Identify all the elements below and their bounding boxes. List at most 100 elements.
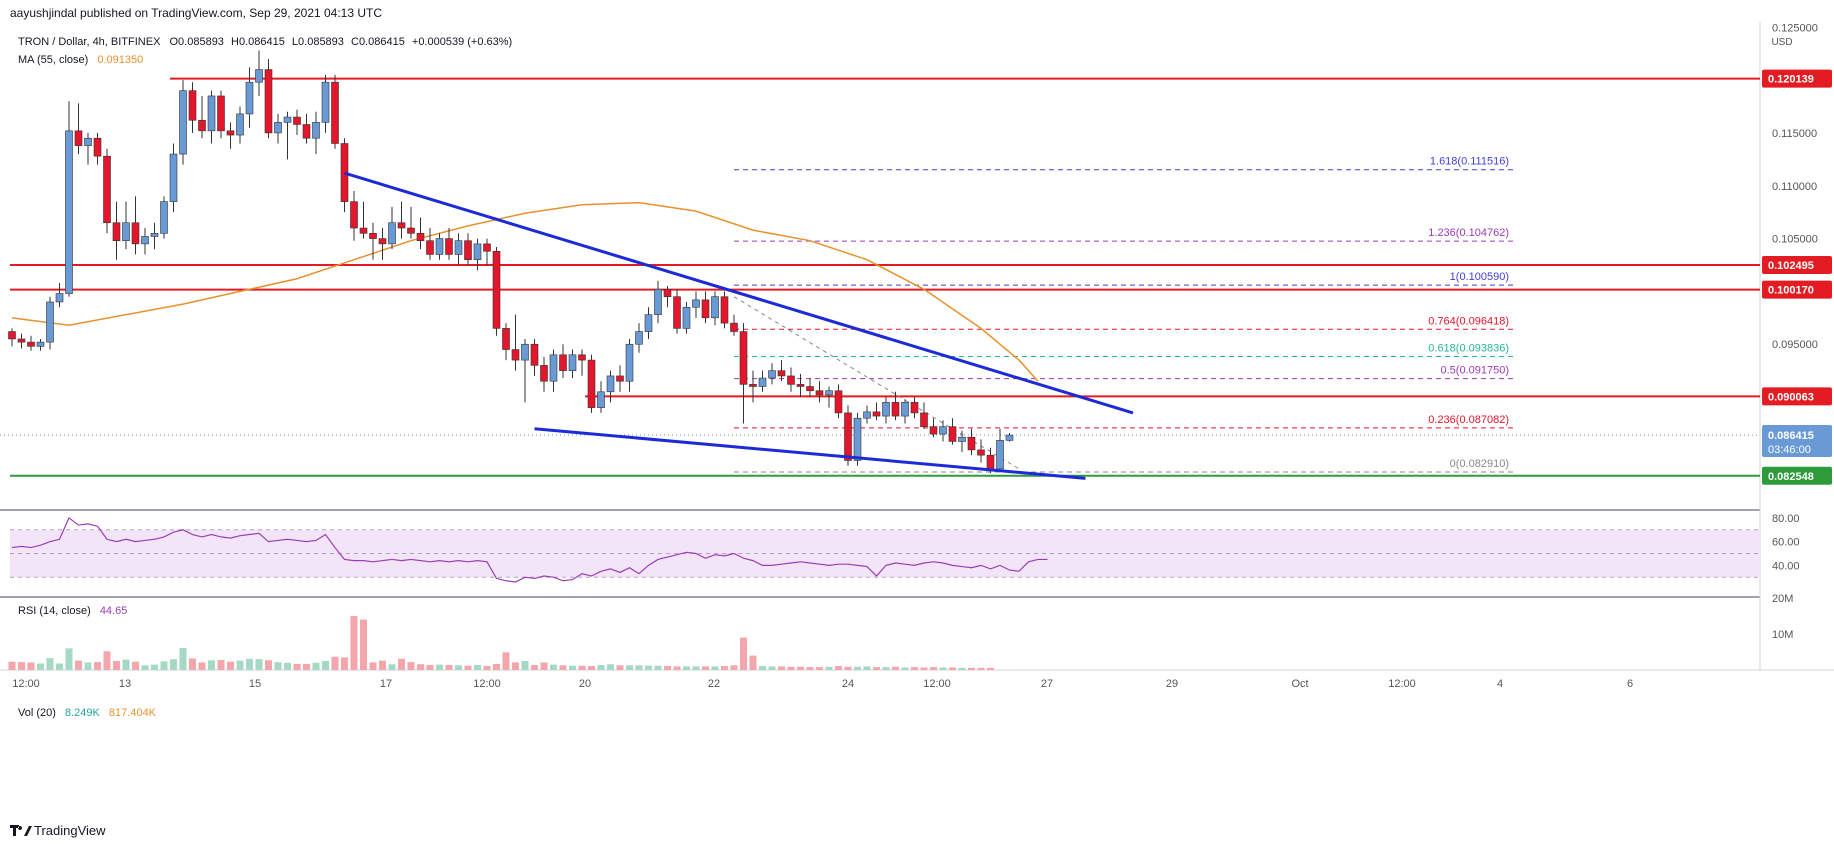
last-price-label: 0.086415 (1768, 430, 1814, 442)
candle-body (8, 331, 16, 340)
candle-body (131, 222, 140, 245)
fib-level-label: 0.764(0.096418) (1428, 315, 1509, 327)
volume-bar (692, 666, 700, 670)
volume-bar (189, 658, 196, 670)
volume-bar (293, 663, 301, 670)
volume-bar (179, 648, 187, 670)
volume-bar (331, 656, 339, 670)
candle-body (663, 288, 672, 297)
time-tick-label: 12:00 (1388, 678, 1416, 690)
candle-body (796, 384, 805, 387)
fib-level-label: 0(0.082910) (1450, 458, 1509, 470)
volume-bar (559, 665, 567, 670)
candle-body (758, 377, 767, 387)
volume-bar (227, 661, 234, 670)
volume-bar (37, 663, 44, 670)
candle-body (188, 90, 197, 121)
high-value: 0.086415 (239, 36, 285, 48)
volume-bar (939, 667, 947, 670)
change-value: +0.000539 (+0.63%) (412, 36, 512, 48)
tradingview-logo[interactable]: TradingView (10, 823, 106, 838)
volume-bar (882, 667, 890, 670)
volume-bar (512, 662, 519, 670)
time-tick-label: 15 (249, 678, 261, 690)
volume-bar (483, 666, 491, 670)
candle-body (549, 354, 558, 382)
volume-bar (949, 667, 956, 670)
candle-body (84, 137, 92, 146)
candle-body (863, 411, 871, 419)
open-label: O (169, 36, 178, 48)
tradingview-brand: TradingView (34, 823, 106, 838)
volume-bar (521, 661, 529, 670)
volume-bar (540, 662, 548, 670)
volume-bar (759, 666, 766, 670)
price-axis: 0.125000 0.115000 0.110000 0.105000 0.095000… (1762, 22, 1832, 641)
time-tick-label: 22 (708, 678, 720, 690)
candle-body (977, 449, 985, 456)
candle-body (141, 236, 149, 245)
volume-bar (531, 664, 538, 670)
close-value: 0.086415 (359, 36, 405, 48)
fibonacci-levels: 1.618(0.111516) 1.236(0.104762) 1(0.100590… (733, 156, 1513, 473)
candle-body (682, 306, 691, 329)
rsi-legend: RSI (14, close) 44.65 (18, 605, 127, 617)
candle-body (236, 113, 244, 136)
candle-body (150, 233, 159, 237)
candle-body (559, 354, 567, 371)
volume-bar (27, 662, 35, 670)
candle-body (654, 288, 662, 315)
candle-body (882, 402, 890, 417)
candle-body (825, 390, 833, 396)
candle-body (502, 328, 510, 350)
volume-bar (46, 658, 54, 670)
candle-body (939, 426, 947, 435)
candle-body (872, 411, 881, 417)
candle-body (454, 240, 463, 255)
currency-label[interactable]: USD (1771, 37, 1792, 48)
candle-body (426, 240, 434, 255)
volume-bar (113, 661, 120, 670)
candle-body (521, 343, 529, 361)
volume-bar (208, 660, 215, 670)
trendline-upper (344, 171, 1134, 415)
volume-bar (892, 666, 899, 670)
volume-bar (151, 664, 158, 670)
time-tick-label: Oct (1291, 678, 1308, 690)
volume-bar (626, 665, 633, 670)
volume-bar (854, 666, 861, 670)
volume-bar (863, 666, 871, 670)
candle-body (245, 81, 254, 115)
candle-body (996, 440, 1004, 470)
ma-legend: MA (55, close) 0.091350 (18, 54, 143, 66)
volume-bar (398, 658, 405, 670)
volume-bar (379, 660, 386, 670)
candle-body (606, 375, 615, 393)
candle-body (350, 201, 358, 229)
volume-bar (825, 666, 833, 670)
volume-bar (75, 660, 82, 670)
volume-bar (901, 667, 909, 670)
volume-bar (284, 662, 291, 670)
fib-level-label: 0.5(0.091750) (1441, 365, 1510, 377)
candle-body (435, 238, 444, 255)
candle-body (36, 341, 45, 347)
candle-body (711, 296, 719, 319)
time-tick-label: 6 (1627, 678, 1633, 690)
horizontal-levels (0, 77, 1760, 477)
low-value: 0.085893 (298, 36, 344, 48)
time-tick-label: 24 (842, 678, 854, 690)
volume-bar (768, 666, 776, 670)
time-axis: 12:00 13 15 17 12:00 20 22 24 12:00 27 29 Oct 12:00 4… (12, 678, 1633, 690)
volume-bar (787, 666, 795, 670)
tradingview-logo-icon (10, 825, 32, 836)
volume-bar (303, 663, 310, 670)
volume-bar (417, 664, 424, 670)
candle-body (340, 143, 349, 202)
volume-bar (873, 667, 880, 670)
candle-body (891, 402, 900, 417)
candle-body (578, 354, 586, 361)
candle-body (673, 296, 681, 329)
level-price-label: 0.090063 (1768, 391, 1814, 403)
